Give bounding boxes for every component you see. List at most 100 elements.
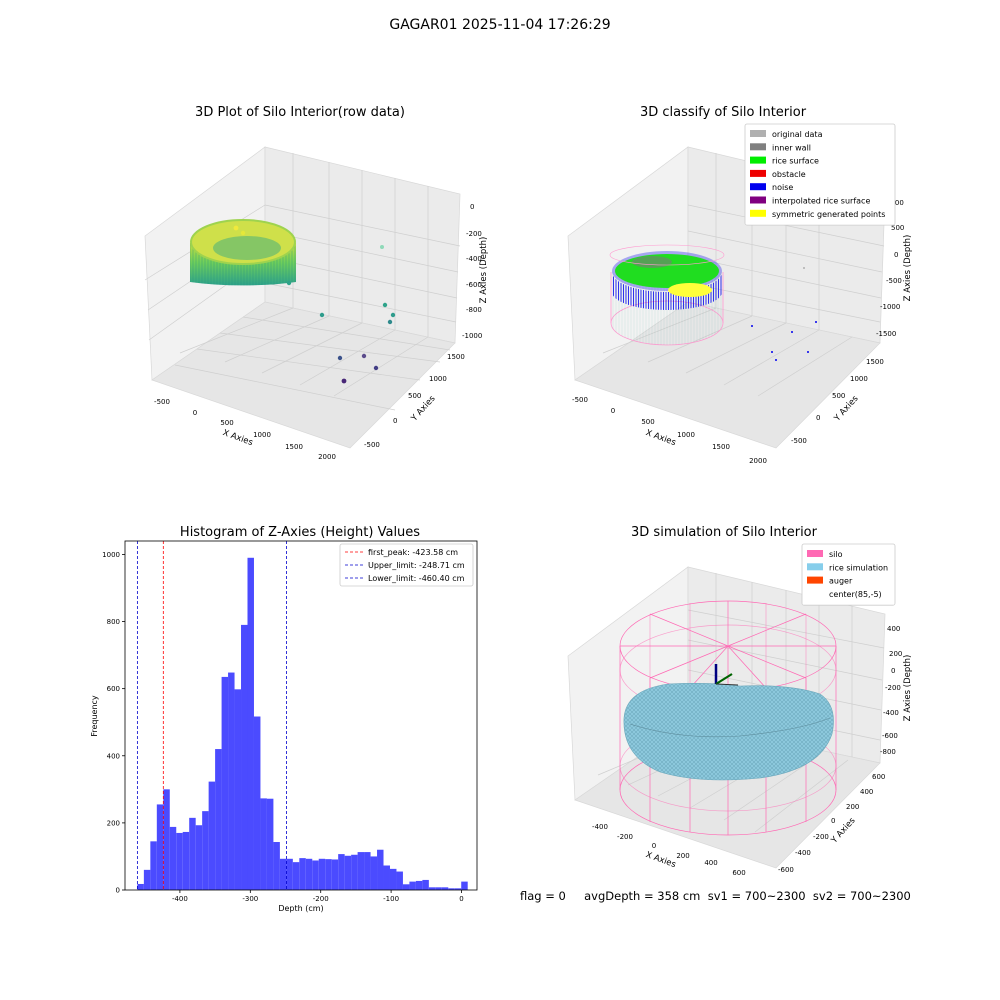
histogram-bar (344, 855, 352, 890)
histogram-bar (266, 798, 274, 890)
y-tick-label: -500 (364, 441, 380, 449)
y-tick-label: 1500 (447, 353, 465, 361)
y-tick-label: -400 (795, 849, 811, 857)
x-tick-label: -400 (172, 895, 188, 903)
legend-label: original data (772, 130, 823, 139)
x-tick-labels: -400 -200 0 200 400 600 (592, 823, 746, 877)
histogram-bar (312, 860, 319, 890)
z-tick-label: -600 (882, 732, 898, 740)
x-tick-label: -200 (313, 895, 329, 903)
histogram-bar (448, 888, 455, 890)
y-tick-label: 0 (816, 414, 820, 422)
histogram-bar (189, 817, 196, 890)
histogram-bar (364, 852, 371, 890)
x-tick-label: 2000 (318, 453, 336, 461)
histogram-bar (370, 856, 378, 890)
histogram-bar (247, 557, 254, 890)
x-tick-label: 0 (459, 895, 463, 903)
y-tick-label: 600 (872, 773, 885, 781)
legend-label: silo (829, 550, 843, 559)
histogram-bar (156, 804, 164, 890)
histogram-bar (325, 859, 332, 890)
histogram-bar (221, 676, 229, 890)
x-tick-labels: -400 -300 -200 -100 0 (172, 890, 464, 903)
y-tick-labels: 0 200 400 600 800 1000 (102, 551, 125, 895)
noise-points (751, 267, 817, 361)
x-tick-label: 0 (611, 407, 615, 415)
histogram-bar (273, 842, 280, 890)
x-tick-label: 1000 (253, 431, 271, 439)
reference-lines (136, 541, 287, 890)
y-tick-label: 200 (846, 803, 859, 811)
histogram-bar (169, 826, 177, 890)
histogram-bar (182, 831, 190, 890)
x-tick-label: -400 (592, 823, 608, 831)
histogram-bar (351, 854, 358, 890)
y-tick-label: -500 (791, 437, 807, 445)
x-tick-label: 500 (220, 419, 233, 427)
legend-swatch (807, 589, 823, 597)
legend-label: first_peak: -423.58 cm (368, 548, 458, 557)
legend: silo rice simulation auger center(85,-5) (801, 543, 896, 606)
z-tick-label: -800 (466, 306, 482, 314)
histogram-bar (428, 887, 436, 890)
legend-label: inner wall (772, 143, 811, 152)
x-tick-label: 1000 (677, 431, 695, 439)
histogram-bar (143, 869, 151, 890)
z-tick-label: -1000 (462, 332, 482, 340)
raw-point-ring (190, 219, 296, 286)
x-tick-label: 500 (641, 418, 654, 426)
x-tick-labels: -500 0 500 1000 1500 2000 (572, 396, 767, 465)
histogram-bar (402, 884, 410, 890)
histogram-bar (260, 798, 267, 890)
legend-swatch (750, 156, 766, 164)
histogram-bar (215, 749, 222, 890)
z-tick-label: -1000 (880, 303, 900, 311)
z-tick-label: -1500 (876, 330, 896, 338)
x-tick-labels: -500 0 500 1000 1500 2000 (154, 398, 336, 461)
x-tick-label: -300 (242, 895, 258, 903)
figure-suptitle: GAGAR01 2025-11-04 17:26:29 (389, 17, 611, 33)
legend-swatch (750, 196, 766, 204)
legend: original data inner wall rice surface obsta… (744, 123, 896, 226)
histogram-bar (228, 672, 235, 890)
y-tick-label: 0 (831, 817, 835, 825)
y-tick-label: 1000 (850, 375, 868, 383)
z-tick-label: -400 (883, 709, 899, 717)
histogram-bar (279, 858, 287, 890)
y-tick-label: -600 (778, 866, 794, 874)
histogram-bar (415, 880, 423, 890)
y-tick-label: 200 (107, 819, 120, 827)
histogram-bar (241, 624, 248, 890)
y-tick-label: 0 (393, 417, 397, 425)
x-tick-label: -500 (154, 398, 170, 406)
y-tick-label: 500 (832, 392, 845, 400)
legend-label: symmetric generated points (772, 210, 885, 219)
y-tick-label: 1000 (102, 551, 120, 559)
histogram-bar (163, 789, 170, 890)
z-tick-label: -200 (466, 230, 482, 238)
histogram-bar (396, 871, 403, 890)
legend-swatch (750, 143, 766, 151)
histogram-bar (377, 849, 384, 890)
x-axis-label: Depth (cm) (278, 904, 323, 913)
legend-label: noise (772, 183, 793, 192)
panel-simulation-3d: 3D simulation of Silo Interior (567, 525, 913, 877)
histogram-bars (137, 557, 468, 890)
histogram-bar (318, 858, 326, 890)
z-tick-label: -800 (880, 748, 896, 756)
z-axis-label: Z Axies (Depth) (479, 237, 489, 304)
panel-classify-3d: 3D classify of Silo Interior (567, 105, 913, 465)
legend-swatch (807, 576, 823, 584)
legend-label: Lower_limit: -460.40 cm (368, 574, 465, 583)
z-tick-label: 0 (894, 251, 898, 259)
x-tick-label: 0 (193, 409, 197, 417)
histogram-bar (176, 832, 183, 890)
histogram-bar (383, 865, 390, 890)
x-tick-label: 2000 (749, 457, 767, 465)
legend-box (744, 123, 896, 226)
histogram-bar (454, 888, 462, 890)
z-tick-labels: 400 200 0 -200 -400 -600 -800 (880, 625, 902, 756)
legend-swatch (750, 183, 766, 191)
